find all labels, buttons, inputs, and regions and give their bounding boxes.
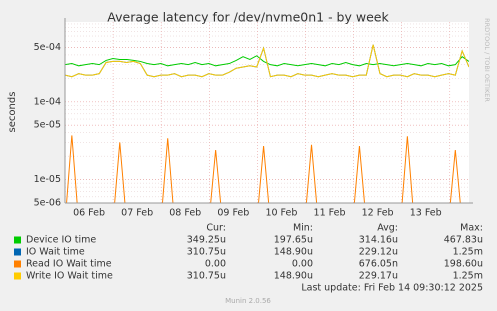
legend-stat: 148.90u (274, 247, 313, 258)
legend-stat: 197.65u (274, 235, 313, 246)
legend-stat: 349.25u (187, 235, 226, 246)
legend-stat: 1.25m (453, 247, 483, 258)
legend-stat: 229.12u (359, 247, 398, 258)
plot-area (65, 22, 469, 203)
x-tick-label: 11 Feb (314, 208, 346, 219)
legend-swatch (14, 236, 21, 244)
x-tick-label: 10 Feb (265, 208, 297, 219)
legend-label: Write IO Wait time (26, 271, 113, 282)
y-tick-label: 5e-06 (34, 198, 61, 209)
footer: Munin 2.0.56 (225, 297, 271, 305)
legend-stat: 0.00 (205, 259, 226, 270)
legend-stat: 198.60u (444, 259, 483, 270)
legend-header: Avg: (377, 223, 398, 234)
x-tick-label: 09 Feb (217, 208, 249, 219)
x-tick-label: 13 Feb (410, 208, 442, 219)
y-tick-label: 1e-04 (34, 96, 61, 107)
y-tick-label: 1e-05 (34, 174, 61, 185)
legend-swatch (14, 248, 21, 256)
chart-title: Average latency for /dev/nvme0n1 - by we… (107, 10, 389, 25)
x-tick-label: 07 Feb (121, 208, 153, 219)
legend-stat: 1.25m (453, 271, 483, 282)
legend-header: Cur: (206, 223, 226, 234)
legend-stat: 0.00 (292, 259, 313, 270)
y-tick-label: 5e-04 (34, 42, 61, 53)
legend-stat: 148.90u (274, 271, 313, 282)
legend-stat: 314.16u (359, 235, 398, 246)
x-tick-label: 12 Feb (362, 208, 394, 219)
x-tick-label: 08 Feb (169, 208, 201, 219)
watermark: RRDTOOL / TOBI OETIKER (483, 18, 491, 102)
legend-label: IO Wait time (26, 247, 85, 258)
legend-header: Max: (460, 223, 483, 234)
legend-stat: 229.17u (359, 271, 398, 282)
legend-header: Min: (293, 223, 313, 234)
legend-stat: 310.75u (187, 247, 226, 258)
series-line (65, 44, 469, 78)
x-tick-label: 06 Feb (73, 208, 105, 219)
y-tick-label: 5e-05 (34, 120, 61, 131)
y-axis-label: seconds (7, 92, 18, 133)
legend-label: Read IO Wait time (26, 259, 112, 270)
legend-stat: 467.83u (444, 235, 483, 246)
series-line (66, 135, 461, 203)
legend-swatch (14, 272, 21, 280)
legend-swatch (14, 260, 21, 268)
legend-stat: 310.75u (187, 271, 226, 282)
legend-label: Device IO time (26, 235, 96, 246)
legend-stat: 676.05n (359, 259, 398, 270)
last-update: Last update: Fri Feb 14 09:30:12 2025 (301, 283, 483, 294)
